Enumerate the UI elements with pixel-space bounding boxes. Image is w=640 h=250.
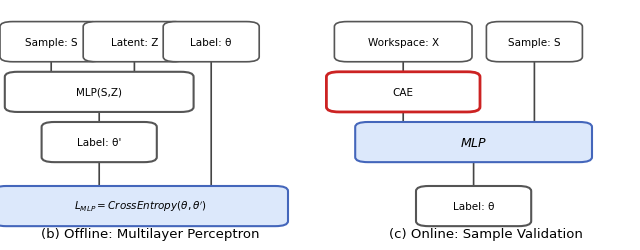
FancyBboxPatch shape bbox=[355, 122, 592, 162]
FancyBboxPatch shape bbox=[83, 22, 186, 62]
FancyBboxPatch shape bbox=[326, 72, 480, 112]
Text: Label: θ: Label: θ bbox=[453, 201, 494, 211]
FancyBboxPatch shape bbox=[486, 22, 582, 62]
FancyBboxPatch shape bbox=[416, 186, 531, 226]
Text: $\mathit{MLP}$: $\mathit{MLP}$ bbox=[460, 136, 487, 149]
FancyBboxPatch shape bbox=[0, 186, 288, 226]
Text: Workspace: X: Workspace: X bbox=[367, 38, 439, 48]
Text: Latent: Z: Latent: Z bbox=[111, 38, 158, 48]
Text: $\mathit{L}_{MLP} = CrossEntropy(\theta,\theta')$: $\mathit{L}_{MLP} = CrossEntropy(\theta,… bbox=[74, 199, 207, 214]
Text: Label: θ': Label: θ' bbox=[77, 138, 122, 147]
Text: CAE: CAE bbox=[393, 88, 413, 98]
Text: MLP(S,Z): MLP(S,Z) bbox=[76, 88, 122, 98]
FancyBboxPatch shape bbox=[163, 22, 259, 62]
Text: Sample: S: Sample: S bbox=[25, 38, 77, 48]
FancyBboxPatch shape bbox=[42, 122, 157, 162]
Text: (b) Offline: Multilayer Perceptron: (b) Offline: Multilayer Perceptron bbox=[41, 227, 260, 240]
FancyBboxPatch shape bbox=[4, 72, 193, 112]
FancyBboxPatch shape bbox=[0, 22, 102, 62]
Text: Sample: S: Sample: S bbox=[508, 38, 561, 48]
Text: Label: θ: Label: θ bbox=[191, 38, 232, 48]
Text: (c) Online: Sample Validation: (c) Online: Sample Validation bbox=[390, 227, 583, 240]
FancyBboxPatch shape bbox=[334, 22, 472, 62]
